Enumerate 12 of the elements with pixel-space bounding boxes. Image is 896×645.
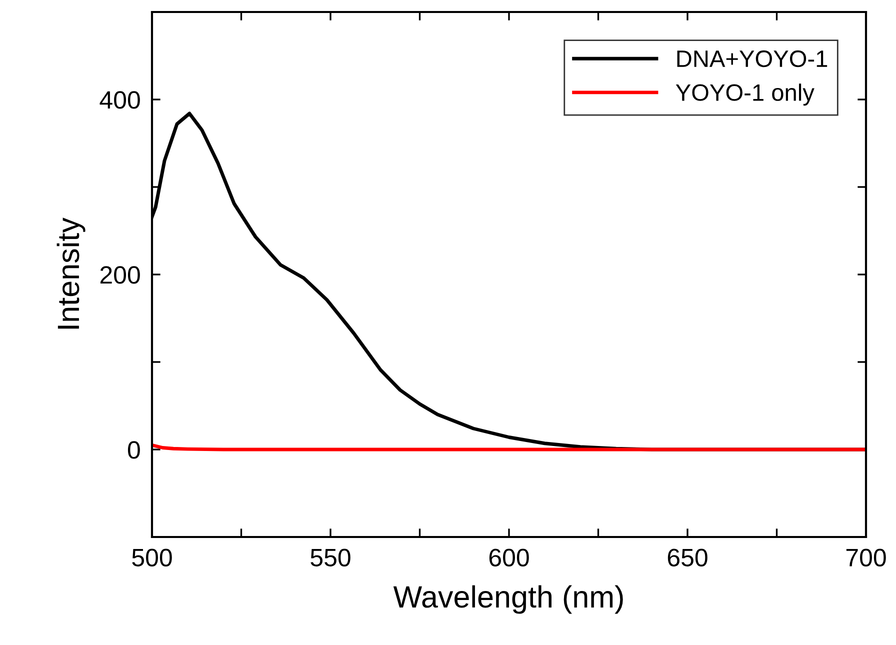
x-tick-label: 500 bbox=[132, 548, 172, 566]
legend-label: DNA+YOYO-1 bbox=[677, 50, 828, 68]
x-tick-label: 700 bbox=[846, 548, 886, 566]
y-tick-label: 200 bbox=[100, 266, 140, 284]
x-tick-label: 650 bbox=[668, 548, 708, 566]
y-tick-label: 0 bbox=[128, 441, 140, 459]
y-tick-label: 400 bbox=[100, 91, 140, 109]
legend-label: YOYO-1 only bbox=[676, 84, 814, 106]
x-axis-title: Wavelength (nm) bbox=[393, 585, 623, 614]
y-axis-title: Intensity bbox=[56, 218, 86, 329]
x-tick-label: 600 bbox=[489, 548, 529, 566]
x-tick-label: 550 bbox=[310, 548, 350, 566]
